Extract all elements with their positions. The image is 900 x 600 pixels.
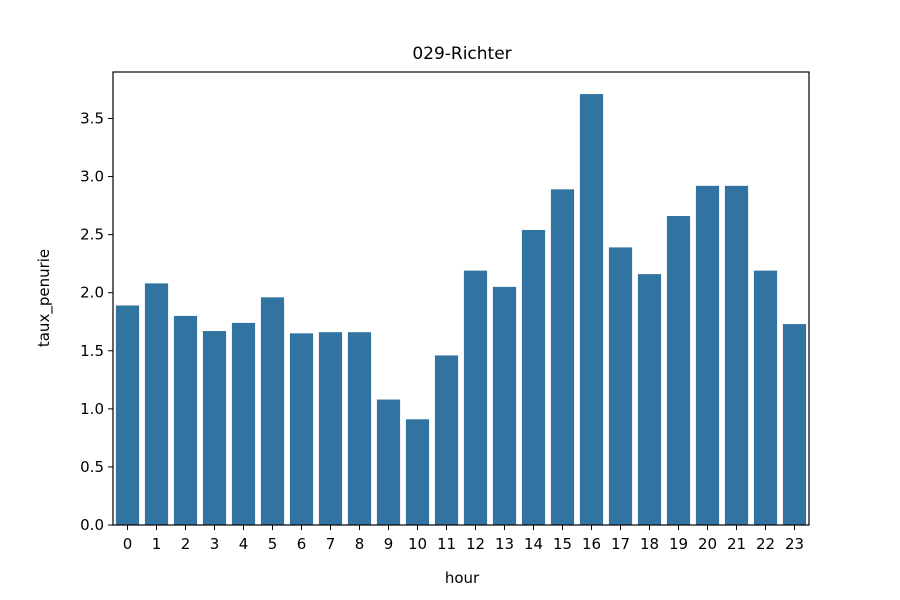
x-tick-label: 5 — [268, 535, 278, 553]
x-tick-label: 6 — [297, 535, 307, 553]
y-tick-label: 3.5 — [80, 109, 104, 127]
bar-hour-4 — [231, 322, 256, 525]
x-tick-label: 16 — [582, 535, 601, 553]
bar-hour-22 — [753, 270, 778, 525]
bar-hour-20 — [695, 185, 720, 526]
x-tick-label: 13 — [495, 535, 514, 553]
bar-hour-11 — [434, 355, 459, 525]
bar-hour-8 — [347, 332, 372, 525]
x-tick-label: 1 — [152, 535, 162, 553]
x-tick-label: 10 — [408, 535, 427, 553]
x-tick-label: 18 — [640, 535, 659, 553]
y-axis-label: taux_penurie — [35, 249, 54, 347]
x-axis-ticks: 0 1 2 3 4 5 6 7 8 9 10 11 12 13 14 15 16 17 18 19 20 21 22 23 — [123, 525, 804, 553]
y-tick-label: 1.0 — [80, 400, 104, 418]
bar-hour-12 — [463, 270, 488, 525]
x-axis-label: hour — [445, 569, 480, 587]
bar-hour-7 — [318, 332, 343, 525]
bar-hour-1 — [144, 283, 169, 525]
y-tick-label: 1.5 — [80, 342, 104, 360]
bar-hour-3 — [202, 331, 227, 525]
bar-hour-0 — [115, 305, 140, 525]
y-axis-ticks: 0.0 0.5 1.0 1.5 2.0 2.5 3.0 3.5 — [80, 109, 113, 534]
bar-hour-23 — [782, 324, 807, 525]
x-tick-label: 17 — [611, 535, 630, 553]
x-tick-label: 3 — [210, 535, 220, 553]
y-tick-label: 0.5 — [80, 458, 104, 476]
bar-hour-6 — [289, 333, 314, 525]
plot-frame — [112, 71, 810, 526]
bar-hour-16 — [579, 94, 604, 526]
x-tick-label: 22 — [756, 535, 775, 553]
bar-hour-13 — [492, 286, 517, 525]
x-tick-label: 14 — [524, 535, 543, 553]
chart-title: 029-Richter — [412, 44, 511, 64]
bar-hour-15 — [550, 189, 575, 526]
bar-hour-2 — [173, 315, 198, 525]
x-tick-label: 19 — [669, 535, 688, 553]
x-tick-label: 21 — [727, 535, 746, 553]
y-tick-label: 0.0 — [80, 516, 104, 534]
y-tick-label: 2.0 — [80, 284, 104, 302]
x-tick-label: 7 — [326, 535, 336, 553]
bar-hour-17 — [608, 247, 633, 525]
x-tick-label: 23 — [785, 535, 804, 553]
bar-hour-19 — [666, 216, 691, 525]
bar-hour-18 — [637, 274, 662, 525]
y-tick-label: 2.5 — [80, 226, 104, 244]
x-tick-label: 11 — [437, 535, 456, 553]
bar-hour-10 — [405, 419, 430, 525]
bar-hour-9 — [376, 399, 401, 525]
bar-hour-21 — [724, 185, 749, 526]
x-tick-label: 8 — [355, 535, 365, 553]
x-tick-label: 2 — [181, 535, 191, 553]
x-tick-label: 12 — [466, 535, 485, 553]
x-tick-label: 4 — [239, 535, 249, 553]
bar-hour-5 — [260, 297, 285, 525]
bars-group — [115, 94, 807, 526]
y-tick-label: 3.0 — [80, 168, 104, 186]
x-tick-label: 9 — [384, 535, 394, 553]
x-tick-label: 0 — [123, 535, 133, 553]
bar-hour-14 — [521, 229, 546, 525]
x-tick-label: 15 — [553, 535, 572, 553]
x-tick-label: 20 — [698, 535, 717, 553]
